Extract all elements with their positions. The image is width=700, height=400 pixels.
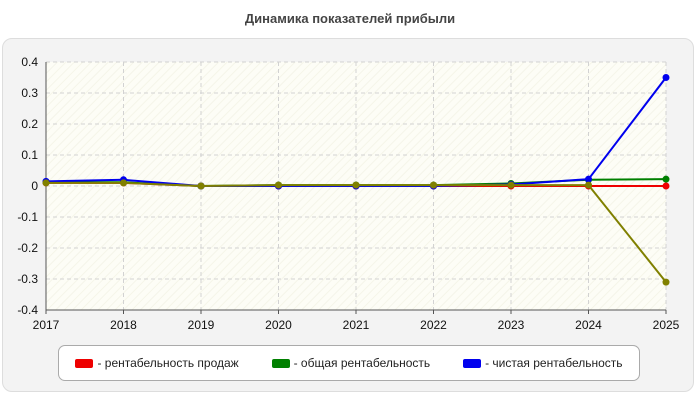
- series-point-3: [585, 181, 592, 189]
- series-point-3: [662, 278, 670, 286]
- series-point-2: [585, 175, 592, 183]
- legend-label: - общая рентабельность: [293, 356, 431, 370]
- series-point-1: [662, 175, 670, 183]
- x-tick-label: 2025: [653, 318, 680, 332]
- legend-item-total-margin[interactable]: - общая рентабельность: [271, 356, 431, 370]
- y-tick-label: -0.2: [17, 241, 38, 255]
- y-tick-label: 0.3: [21, 86, 38, 100]
- legend-label: - чистая рентабельность: [485, 356, 623, 370]
- series-point-3: [507, 181, 515, 189]
- legend-swatch-green: [271, 358, 290, 368]
- series-point-3: [42, 179, 50, 187]
- x-tick-label: 2017: [33, 318, 60, 332]
- series-point-3: [120, 179, 127, 187]
- y-tick-label: 0.2: [21, 117, 38, 131]
- chart-title: Динамика показателей прибыли: [244, 11, 456, 26]
- y-tick-label: 0: [31, 179, 38, 193]
- legend-swatch-blue: [463, 358, 482, 368]
- y-tick-label: -0.3: [17, 272, 38, 286]
- x-tick-label: 2020: [265, 318, 292, 332]
- series-point-3: [275, 181, 282, 189]
- legend-swatch-red: [75, 358, 94, 368]
- y-tick-label: 0.1: [21, 148, 38, 162]
- x-tick-label: 2019: [188, 318, 215, 332]
- y-tick-label: -0.4: [17, 303, 38, 317]
- legend: - рентабельность продаж - общая рентабел…: [58, 345, 640, 381]
- x-tick-label: 2023: [498, 318, 525, 332]
- y-tick-label: 0.4: [21, 55, 38, 69]
- legend-item-net-margin[interactable]: - чистая рентабельность: [463, 356, 623, 370]
- series-point-2: [662, 74, 670, 81]
- legend-label: - рентабельность продаж: [97, 356, 239, 370]
- series-point-3: [352, 181, 360, 189]
- series-point-3: [430, 181, 437, 189]
- legend-item-sales-margin[interactable]: - рентабельность продаж: [75, 356, 239, 370]
- x-tick-label: 2022: [420, 318, 447, 332]
- x-tick-label: 2018: [110, 318, 137, 332]
- y-tick-label: -0.1: [17, 210, 38, 224]
- series-point-3: [197, 182, 205, 190]
- x-tick-label: 2021: [343, 318, 370, 332]
- series-point-0: [662, 182, 670, 190]
- x-tick-label: 2024: [575, 318, 602, 332]
